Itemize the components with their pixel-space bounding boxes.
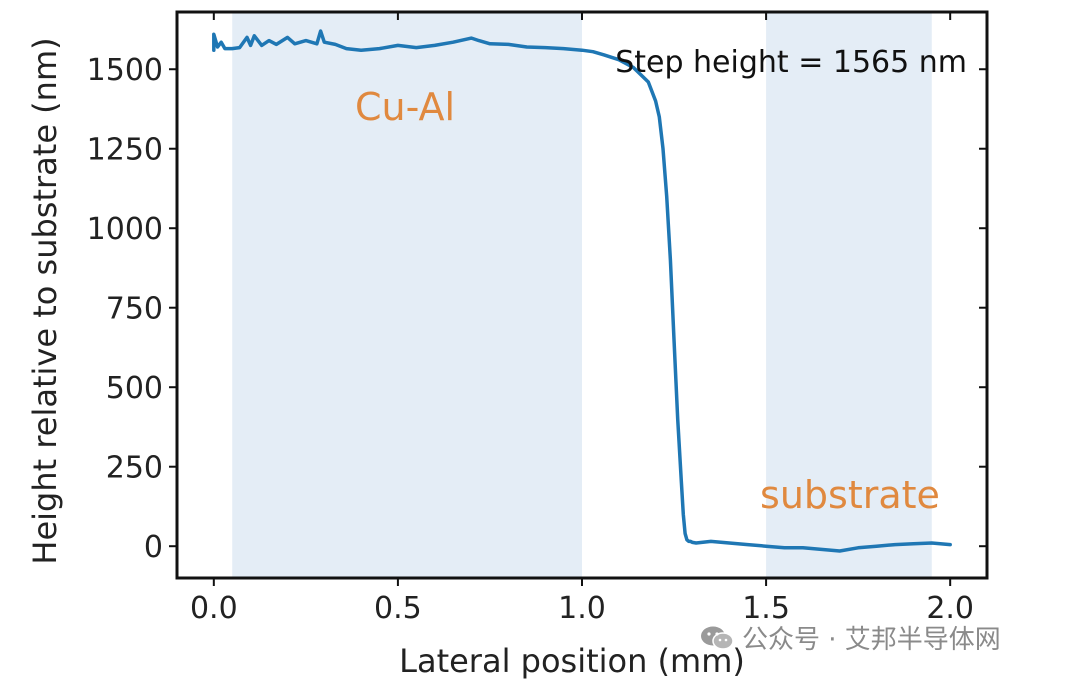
x-axis-title: Lateral position (mm) xyxy=(399,642,745,680)
y-tick-label: 1500 xyxy=(87,53,163,88)
series-layer xyxy=(212,29,952,553)
x-tick-label: 0.0 xyxy=(190,591,238,626)
series-line-0 xyxy=(212,29,952,553)
y-tick-label: 250 xyxy=(106,451,163,486)
y-tick-label: 500 xyxy=(106,371,163,406)
shaded-regions xyxy=(232,12,932,578)
region-label-substrate: substrate xyxy=(760,473,940,517)
x-tick-label: 1.5 xyxy=(742,591,790,626)
region-label-cu-al: Cu-Al xyxy=(355,85,455,129)
x-tick-label: 1.0 xyxy=(558,591,606,626)
watermark-text: 公众号 · 艾邦半导体网 xyxy=(742,625,1001,655)
shaded-region-0 xyxy=(232,12,582,578)
y-tick-label: 0 xyxy=(144,530,163,565)
y-axis-title: Height relative to substrate (nm) xyxy=(26,37,64,564)
shaded-region-1 xyxy=(766,12,932,578)
y-axis-ticks: 0 250 500 750 1000 1250 1500 xyxy=(87,53,987,565)
wechat-icon xyxy=(701,626,734,650)
watermark: 公众号 · 艾邦半导体网 xyxy=(700,619,1001,656)
x-tick-label: 0.5 xyxy=(374,591,422,626)
x-axis-ticks: 0.0 0.5 1.0 1.5 2.0 xyxy=(190,12,974,626)
y-tick-label: 1250 xyxy=(87,133,163,168)
y-tick-label: 1000 xyxy=(87,212,163,247)
y-tick-label: 750 xyxy=(106,292,163,327)
step-height-annotation: Step height = 1565 nm xyxy=(615,45,967,80)
x-tick-label: 2.0 xyxy=(926,591,974,626)
